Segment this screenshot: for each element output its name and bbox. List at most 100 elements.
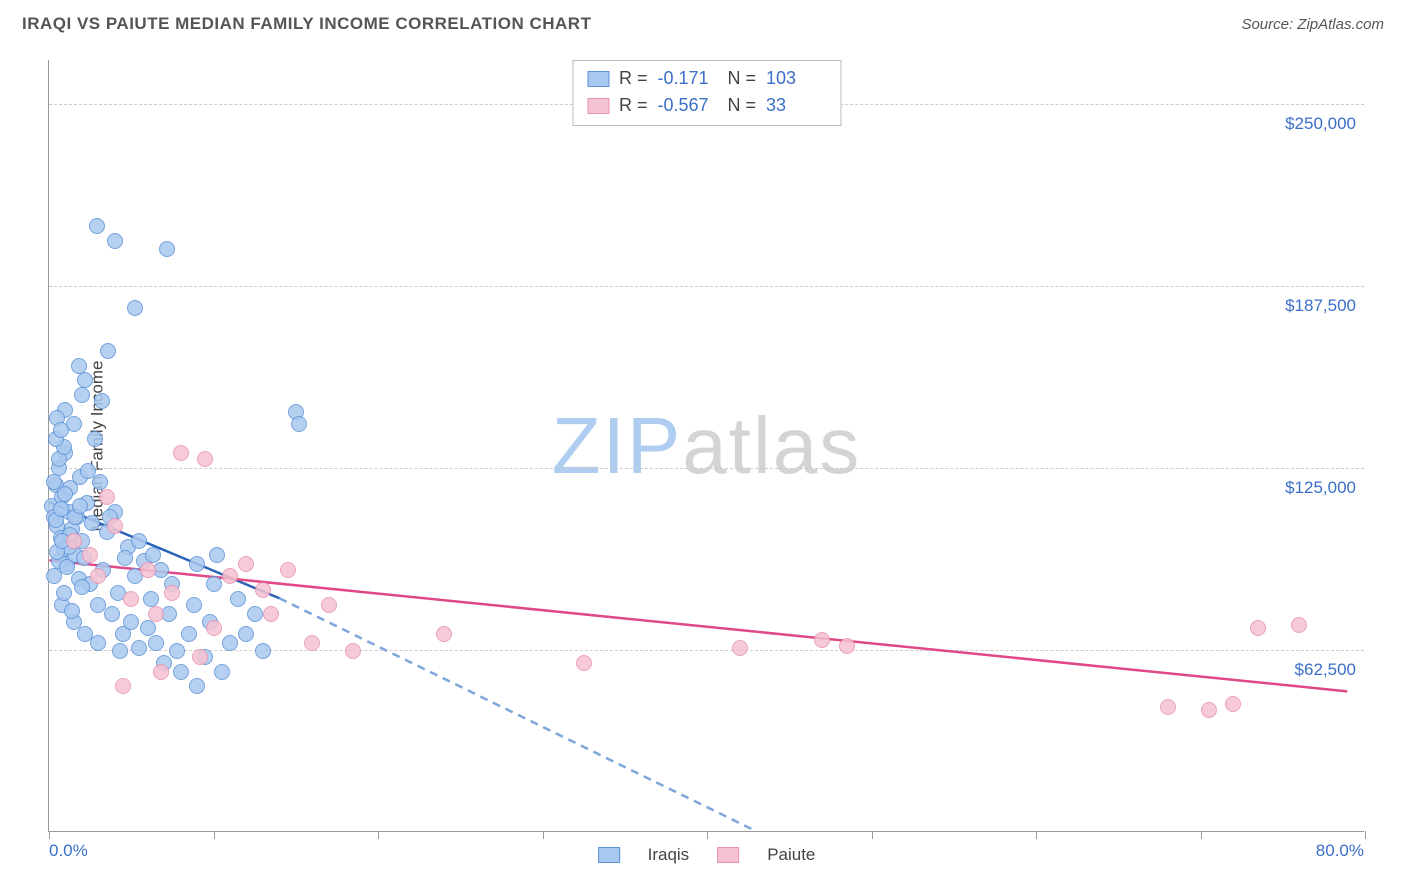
data-point — [263, 606, 279, 622]
data-point — [345, 643, 361, 659]
data-point — [222, 568, 238, 584]
data-point — [64, 603, 80, 619]
swatch-iraqis — [587, 71, 609, 87]
data-point — [148, 635, 164, 651]
data-point — [1201, 702, 1217, 718]
scatter-chart: ZIPatlas $62,500$125,000$187,500$250,000… — [48, 60, 1364, 832]
trend-line — [279, 598, 755, 831]
data-point — [576, 655, 592, 671]
data-point — [131, 640, 147, 656]
x-tick — [1201, 831, 1202, 839]
data-point — [280, 562, 296, 578]
stats-row-paiute: R = -0.567 N = 33 — [587, 92, 826, 119]
data-point — [123, 614, 139, 630]
data-point — [255, 643, 271, 659]
data-point — [57, 486, 73, 502]
data-point — [53, 422, 69, 438]
data-point — [153, 664, 169, 680]
data-point — [839, 638, 855, 654]
data-point — [173, 445, 189, 461]
data-point — [90, 635, 106, 651]
data-point — [87, 431, 103, 447]
stat-n-paiute: 33 — [766, 92, 826, 119]
x-max-label: 80.0% — [1316, 841, 1364, 861]
stat-n-label: N = — [728, 92, 757, 119]
x-tick — [1036, 831, 1037, 839]
data-point — [1250, 620, 1266, 636]
data-point — [181, 626, 197, 642]
stat-n-label: N = — [728, 65, 757, 92]
data-point — [321, 597, 337, 613]
data-point — [222, 635, 238, 651]
data-point — [112, 643, 128, 659]
data-point — [230, 591, 246, 607]
data-point — [123, 591, 139, 607]
data-point — [84, 515, 100, 531]
data-point — [159, 241, 175, 257]
data-point — [189, 678, 205, 694]
x-tick — [214, 831, 215, 839]
data-point — [56, 585, 72, 601]
data-point — [94, 393, 110, 409]
swatch-paiute — [587, 98, 609, 114]
x-tick — [872, 831, 873, 839]
data-point — [206, 576, 222, 592]
data-point — [186, 597, 202, 613]
data-point — [814, 632, 830, 648]
data-point — [192, 649, 208, 665]
data-point — [131, 533, 147, 549]
data-point — [72, 498, 88, 514]
data-point — [59, 559, 75, 575]
data-point — [214, 664, 230, 680]
data-point — [90, 568, 106, 584]
data-point — [169, 643, 185, 659]
data-point — [104, 606, 120, 622]
data-point — [238, 556, 254, 572]
data-point — [189, 556, 205, 572]
data-point — [1225, 696, 1241, 712]
x-tick — [707, 831, 708, 839]
swatch-iraqis-bottom — [598, 847, 620, 863]
data-point — [173, 664, 189, 680]
data-point — [82, 547, 98, 563]
x-tick — [1365, 831, 1366, 839]
data-point — [74, 579, 90, 595]
stat-r-label: R = — [619, 92, 648, 119]
data-point — [115, 678, 131, 694]
swatch-paiute-bottom — [717, 847, 739, 863]
stats-row-iraqis: R = -0.171 N = 103 — [587, 65, 826, 92]
data-point — [732, 640, 748, 656]
data-point — [74, 387, 90, 403]
data-point — [209, 547, 225, 563]
x-tick — [49, 831, 50, 839]
source-attribution: Source: ZipAtlas.com — [1241, 16, 1384, 33]
data-point — [1160, 699, 1176, 715]
stat-r-iraqis: -0.171 — [658, 65, 718, 92]
x-min-label: 0.0% — [49, 841, 88, 861]
stat-n-iraqis: 103 — [766, 65, 826, 92]
stat-r-label: R = — [619, 65, 648, 92]
data-point — [436, 626, 452, 642]
legend-label-paiute: Paiute — [767, 845, 815, 865]
data-point — [304, 635, 320, 651]
data-point — [77, 372, 93, 388]
data-point — [1291, 617, 1307, 633]
data-point — [53, 501, 69, 517]
data-point — [291, 416, 307, 432]
data-point — [66, 533, 82, 549]
data-point — [99, 489, 115, 505]
data-point — [107, 233, 123, 249]
data-point — [100, 343, 116, 359]
data-point — [140, 562, 156, 578]
legend-label-iraqis: Iraqis — [648, 845, 690, 865]
data-point — [46, 474, 62, 490]
data-point — [164, 585, 180, 601]
data-point — [80, 463, 96, 479]
data-point — [140, 620, 156, 636]
chart-title: IRAQI VS PAIUTE MEDIAN FAMILY INCOME COR… — [22, 14, 591, 34]
data-point — [255, 582, 271, 598]
bottom-legend: Iraqis Paiute — [598, 845, 816, 865]
trend-lines-layer — [49, 60, 1364, 831]
data-point — [127, 300, 143, 316]
data-point — [107, 518, 123, 534]
